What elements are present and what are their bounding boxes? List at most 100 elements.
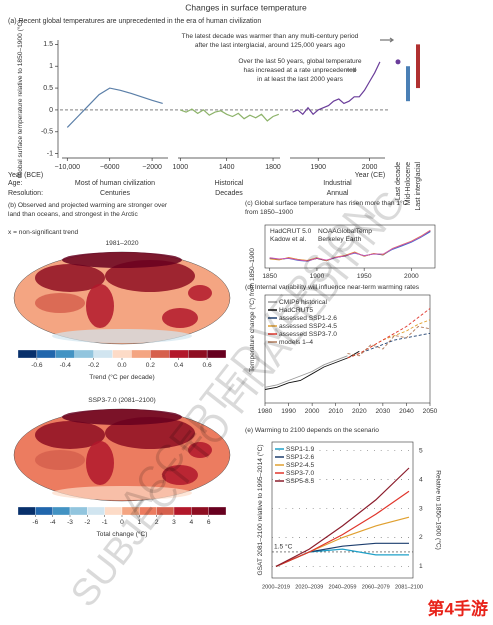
range-bar	[406, 66, 410, 102]
x-tick-label: 2020	[352, 408, 367, 415]
colorbar-cell	[36, 349, 56, 359]
series-line	[269, 230, 431, 262]
map-region	[35, 293, 85, 313]
x-tick-label: 1800	[265, 164, 281, 171]
period-age: Historical	[215, 180, 244, 187]
panel-title: from 1850–1900	[245, 209, 293, 216]
panel-title: (d) Internal variability will influence …	[245, 284, 420, 291]
map-title: 1981–2020	[105, 240, 138, 247]
logo: 第4手游	[428, 598, 488, 618]
x-tick-label: 1950	[357, 273, 372, 280]
colorbar-tick-label: -0.6	[31, 362, 43, 369]
range-bar	[416, 44, 420, 89]
annotation: The latest decade was warmer than any mu…	[182, 33, 359, 40]
legend-label: assessed SSP2-4.5	[279, 323, 337, 330]
period-age: Industrial	[323, 180, 352, 187]
arrow	[346, 67, 358, 73]
x-tick-label: 2081–2100	[395, 584, 423, 590]
series-line	[275, 467, 410, 567]
map-region	[188, 442, 212, 458]
y-tick-label: 2	[419, 534, 423, 541]
colorbar-label: Trend (°C per decade)	[89, 373, 154, 381]
note: x = non-significant trend	[8, 229, 79, 236]
colorbar-label: Total change (°C)	[96, 530, 147, 538]
period-resolution: Centuries	[100, 190, 130, 197]
legend-label: HadCRUT 5.0	[270, 228, 312, 235]
panel-title: (a) Recent global temperatures are unpre…	[8, 18, 261, 25]
series-line	[347, 308, 431, 359]
colorbar-cell	[206, 349, 227, 359]
colorbar-tick-label: -4	[50, 519, 56, 526]
map-region	[86, 441, 114, 485]
period-resolution: Decades	[215, 190, 243, 197]
colorbar-tick-label: 0.6	[203, 362, 212, 369]
x-tick-label: 1900	[310, 164, 326, 171]
colorbar-tick-label: 4	[189, 519, 193, 526]
colorbar-tick-label: 1	[137, 519, 141, 526]
colorbar-tick-label: 6	[207, 519, 211, 526]
y-tick-label: 1	[49, 63, 53, 70]
y-tick-label: 5	[419, 447, 423, 454]
x-tick-label: −10,000	[55, 164, 81, 171]
y-tick-label: -0.5	[41, 129, 53, 136]
x-tick-label: −6000	[100, 164, 120, 171]
colorbar-cell	[69, 506, 88, 516]
x-tick-label: 1400	[219, 164, 235, 171]
legend-label: SSP3-7.0	[286, 470, 315, 477]
colorbar-cell	[17, 506, 36, 516]
map-region	[35, 421, 105, 449]
point-name: Last decade	[395, 162, 402, 200]
map-region	[188, 285, 212, 301]
y-tick-label: 3	[419, 505, 423, 512]
annotation: has increased at a rate unprecedented	[244, 67, 357, 74]
series-line	[347, 319, 431, 359]
map-region	[86, 284, 114, 328]
colorbar-tick-label: -6	[32, 519, 38, 526]
colorbar-cell	[52, 506, 71, 516]
map-region	[35, 264, 105, 292]
colorbar-tick-label: -3	[67, 519, 73, 526]
series-line	[264, 350, 360, 390]
x-axis-label: Year (CE)	[355, 172, 385, 179]
colorbar-tick-label: -2	[84, 519, 90, 526]
colorbar-tick-label: 0.2	[146, 362, 155, 369]
colorbar-tick-label: 2	[155, 519, 159, 526]
annotation: in at least the last 2000 years	[257, 76, 343, 83]
x-tick-label: 2020–2039	[295, 584, 323, 590]
arrow	[380, 37, 395, 43]
figure-title: Changes in surface temperature	[185, 2, 307, 12]
colorbar-tick-label: 0	[120, 519, 124, 526]
colorbar-cell	[112, 349, 132, 359]
legend-label: HadCRUT5	[279, 307, 313, 314]
legend-label: NOAAGlobalTemp	[318, 228, 372, 235]
x-tick-label: 2060–2079	[362, 584, 390, 590]
legend-label: assessed SSP3-7.0	[279, 331, 337, 338]
colorbar-cell	[17, 349, 38, 359]
series-line	[264, 355, 348, 388]
colorbar-cell	[104, 506, 123, 516]
colorbar-cell	[188, 349, 208, 359]
x-tick-label: 2030	[376, 408, 391, 415]
panel-title: (b) Observed and projected warming are s…	[8, 202, 168, 209]
temperature-line	[180, 108, 280, 122]
legend-label: Kadow et al.	[270, 236, 306, 243]
y-axis-label: Global surface temperature relative to 1…	[16, 20, 24, 179]
colorbar-tick-label: -0.4	[60, 362, 72, 369]
colorbar-cell	[191, 506, 209, 516]
threshold-label: 1.5 °C	[274, 543, 293, 551]
x-tick-label: 1990	[281, 408, 296, 415]
x-tick-label: 2040–2059	[329, 584, 357, 590]
point-mark	[395, 59, 401, 65]
colorbar-cell	[169, 349, 189, 359]
x-tick-label: 2000–2019	[262, 584, 290, 590]
x-tick-label: 2000	[362, 164, 378, 171]
legend-label: CMIP6 historical	[279, 299, 328, 306]
legend-label: Berkeley Earth	[318, 236, 362, 243]
temperature-line	[66, 87, 163, 128]
map-region	[62, 252, 182, 268]
y-tick-label: 4	[419, 476, 423, 483]
x-tick-label: 1850	[262, 273, 277, 280]
colorbar-tick-label: 0.0	[117, 362, 126, 369]
y-axis-label: GSAT 2081–2100 relative to 1995–2014 (°C…	[256, 444, 264, 575]
legend-label: SSP5-8.5	[286, 478, 315, 485]
